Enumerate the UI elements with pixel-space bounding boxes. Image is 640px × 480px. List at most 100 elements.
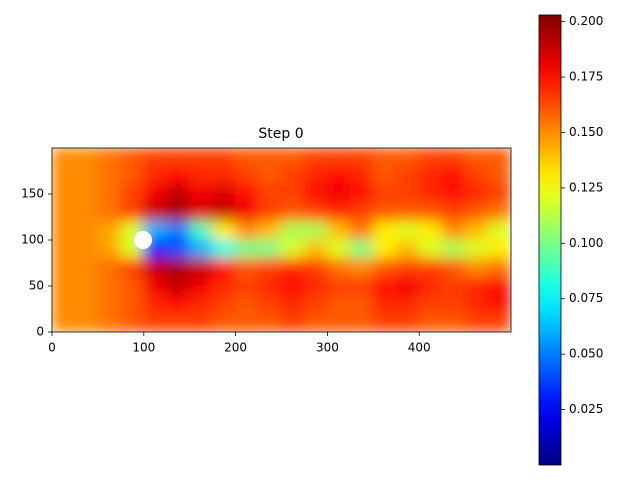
heat-cell bbox=[235, 257, 260, 278]
heat-cell bbox=[74, 313, 99, 332]
heat-cell bbox=[52, 148, 76, 167]
colorbar-tick-label: 0.025 bbox=[569, 402, 603, 416]
heat-cell bbox=[166, 239, 191, 259]
heat-cell bbox=[349, 202, 374, 223]
heat-cell bbox=[189, 165, 214, 186]
heat-cell bbox=[441, 165, 466, 186]
heat-cell bbox=[143, 276, 168, 296]
heat-cell bbox=[464, 184, 489, 204]
heat-cell bbox=[487, 184, 511, 204]
heat-cell bbox=[441, 239, 466, 259]
heat-cell bbox=[235, 313, 260, 332]
heat-cell bbox=[372, 239, 397, 259]
heat-cell bbox=[143, 313, 168, 332]
heat-cell bbox=[74, 148, 99, 167]
heat-cell bbox=[441, 221, 466, 241]
heat-cell bbox=[326, 148, 351, 167]
y-tick-label: 0 bbox=[36, 325, 44, 339]
heat-cell bbox=[326, 202, 351, 223]
heat-cell bbox=[303, 313, 328, 332]
heat-cell bbox=[120, 294, 145, 315]
heat-cell bbox=[395, 313, 420, 332]
heat-cell bbox=[487, 257, 511, 278]
heat-cell bbox=[52, 184, 76, 204]
heat-cell bbox=[395, 276, 420, 296]
heat-cell bbox=[487, 276, 511, 296]
heat-cell bbox=[74, 239, 99, 259]
heat-cell bbox=[258, 276, 282, 296]
heat-cell bbox=[487, 221, 511, 241]
heat-cell bbox=[487, 148, 511, 167]
heat-cell bbox=[349, 184, 374, 204]
heat-cell bbox=[372, 221, 397, 241]
heat-cell bbox=[97, 148, 122, 167]
heat-cell bbox=[372, 165, 397, 186]
heat-cell bbox=[395, 165, 420, 186]
heat-cell bbox=[235, 148, 260, 167]
heat-cell bbox=[52, 239, 76, 259]
heat-cell bbox=[441, 202, 466, 223]
heat-cell bbox=[395, 184, 420, 204]
heat-cell bbox=[281, 165, 305, 186]
heat-cell bbox=[74, 257, 99, 278]
x-tick-label: 300 bbox=[316, 341, 339, 355]
heat-cell bbox=[372, 313, 397, 332]
heat-cell bbox=[212, 276, 237, 296]
heat-cell bbox=[166, 221, 191, 241]
heat-cell bbox=[326, 276, 351, 296]
heat-cell bbox=[258, 202, 282, 223]
heat-cell bbox=[303, 294, 328, 315]
heat-cell bbox=[281, 239, 305, 259]
heat-cell bbox=[74, 165, 99, 186]
heat-cell bbox=[52, 313, 76, 332]
heat-cell bbox=[120, 202, 145, 223]
heat-cell bbox=[418, 221, 443, 241]
y-tick-label: 50 bbox=[29, 279, 44, 293]
heat-cell bbox=[52, 221, 76, 241]
heat-cell bbox=[120, 276, 145, 296]
heat-cell bbox=[303, 257, 328, 278]
heat-cell bbox=[74, 184, 99, 204]
heat-cell bbox=[281, 148, 305, 167]
heat-cell bbox=[441, 276, 466, 296]
heat-cell bbox=[372, 148, 397, 167]
heat-cell bbox=[418, 184, 443, 204]
heat-cell bbox=[189, 294, 214, 315]
heat-cell bbox=[281, 202, 305, 223]
heat-cell bbox=[349, 294, 374, 315]
heat-cell bbox=[143, 294, 168, 315]
heat-cell bbox=[258, 165, 282, 186]
heat-cell bbox=[189, 221, 214, 241]
heat-cell bbox=[418, 257, 443, 278]
heat-cell bbox=[349, 239, 374, 259]
x-tick-label: 100 bbox=[132, 341, 155, 355]
heat-cell bbox=[372, 202, 397, 223]
heat-cell bbox=[189, 257, 214, 278]
chart-title: Step 0 bbox=[258, 126, 303, 142]
heat-cell bbox=[441, 294, 466, 315]
heat-cell bbox=[120, 148, 145, 167]
heat-cell bbox=[326, 294, 351, 315]
heat-cell bbox=[349, 276, 374, 296]
heat-cell bbox=[143, 165, 168, 186]
heat-cell bbox=[97, 202, 122, 223]
heat-cell bbox=[258, 148, 282, 167]
colorbar-tick-label: 0.050 bbox=[569, 347, 603, 361]
heat-cell bbox=[52, 165, 76, 186]
heat-cell bbox=[189, 184, 214, 204]
heat-cell bbox=[303, 276, 328, 296]
heat-cell bbox=[97, 184, 122, 204]
heat-cell bbox=[258, 184, 282, 204]
heat-cell bbox=[212, 148, 237, 167]
heat-cell bbox=[487, 239, 511, 259]
heat-cell bbox=[212, 221, 237, 241]
heat-cell bbox=[166, 165, 191, 186]
heat-cell bbox=[97, 257, 122, 278]
heat-cell bbox=[487, 202, 511, 223]
heat-cell bbox=[349, 313, 374, 332]
heat-cell bbox=[303, 165, 328, 186]
colorbar-tick-label: 0.125 bbox=[569, 180, 603, 194]
heat-cell bbox=[258, 294, 282, 315]
colorbar-tick-label: 0.075 bbox=[569, 291, 603, 305]
